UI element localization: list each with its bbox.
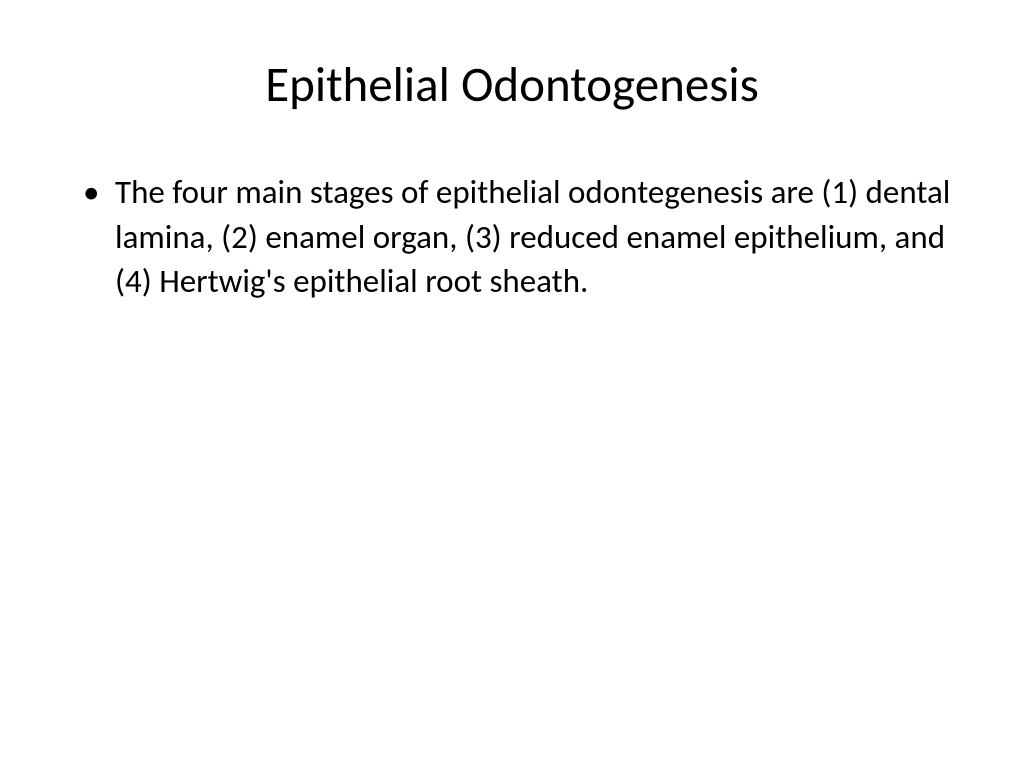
slide-title: Epithelial Odontogenesis <box>70 55 954 115</box>
slide-content: The four main stages of epithelial odont… <box>70 170 954 304</box>
bullet-item: The four main stages of epithelial odont… <box>115 170 954 304</box>
slide-container: Epithelial Odontogenesis The four main s… <box>0 0 1024 768</box>
